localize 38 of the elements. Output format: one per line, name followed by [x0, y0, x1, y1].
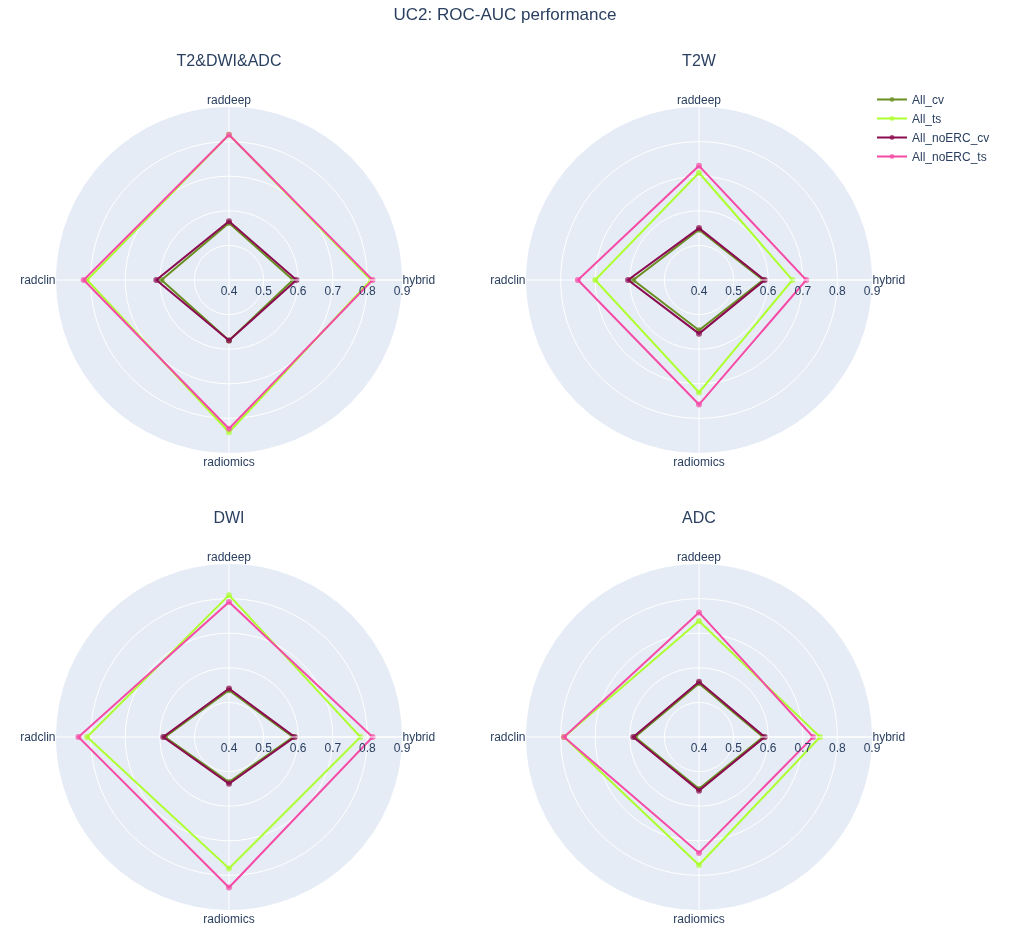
- legend-label: All_noERC_ts: [912, 150, 987, 165]
- y-tick-label: 0.5: [725, 283, 743, 298]
- spoke-label: radclin: [490, 273, 526, 288]
- y-tick-label: 0.4: [220, 740, 238, 755]
- y-tick-label: 0.8: [829, 283, 847, 298]
- y-tick-label: 0.7: [794, 283, 812, 298]
- chart-title: DWI: [213, 508, 245, 526]
- legend-label: All_noERC_cv: [912, 131, 990, 146]
- text: UC2: ROC-AUC performance: [392, 4, 618, 26]
- legend-label: All_cv: [912, 93, 945, 108]
- y-tick-label: 0.4: [690, 740, 708, 755]
- chart-title: T2&DWI&ADC: [176, 51, 282, 69]
- y-tick-label: 0.8: [829, 740, 847, 755]
- y-tick-label: 0.7: [324, 283, 342, 298]
- y-tick-label: 0.4: [690, 283, 708, 298]
- y-tick-label: 0.4: [220, 283, 238, 298]
- spoke-label: raddeep: [676, 550, 722, 565]
- y-tick-label: 0.6: [289, 740, 307, 755]
- spoke-label: radiomics: [203, 911, 255, 926]
- spoke-label: radclin: [490, 730, 526, 745]
- spoke-label: radiomics: [673, 911, 725, 926]
- spoke-label: radclin: [20, 273, 56, 288]
- legend-label: All_ts: [912, 112, 942, 127]
- chart-title: T2W: [682, 51, 717, 69]
- spoke-label: radiomics: [673, 454, 725, 469]
- y-tick-label: 0.5: [725, 740, 743, 755]
- y-tick-label: 0.7: [324, 740, 342, 755]
- y-tick-label: 0.6: [759, 283, 777, 298]
- y-tick-label: 0.6: [759, 740, 777, 755]
- spoke-label: radclin: [20, 730, 56, 745]
- chart-title: ADC: [682, 508, 716, 526]
- y-tick-label: 0.5: [255, 740, 273, 755]
- spoke-label: raddeep: [206, 93, 252, 108]
- spoke-label: radiomics: [203, 454, 255, 469]
- spoke-label: raddeep: [676, 93, 722, 108]
- y-tick-label: 0.6: [289, 283, 307, 298]
- y-tick-label: 0.5: [255, 283, 273, 298]
- spoke-label: raddeep: [206, 550, 252, 565]
